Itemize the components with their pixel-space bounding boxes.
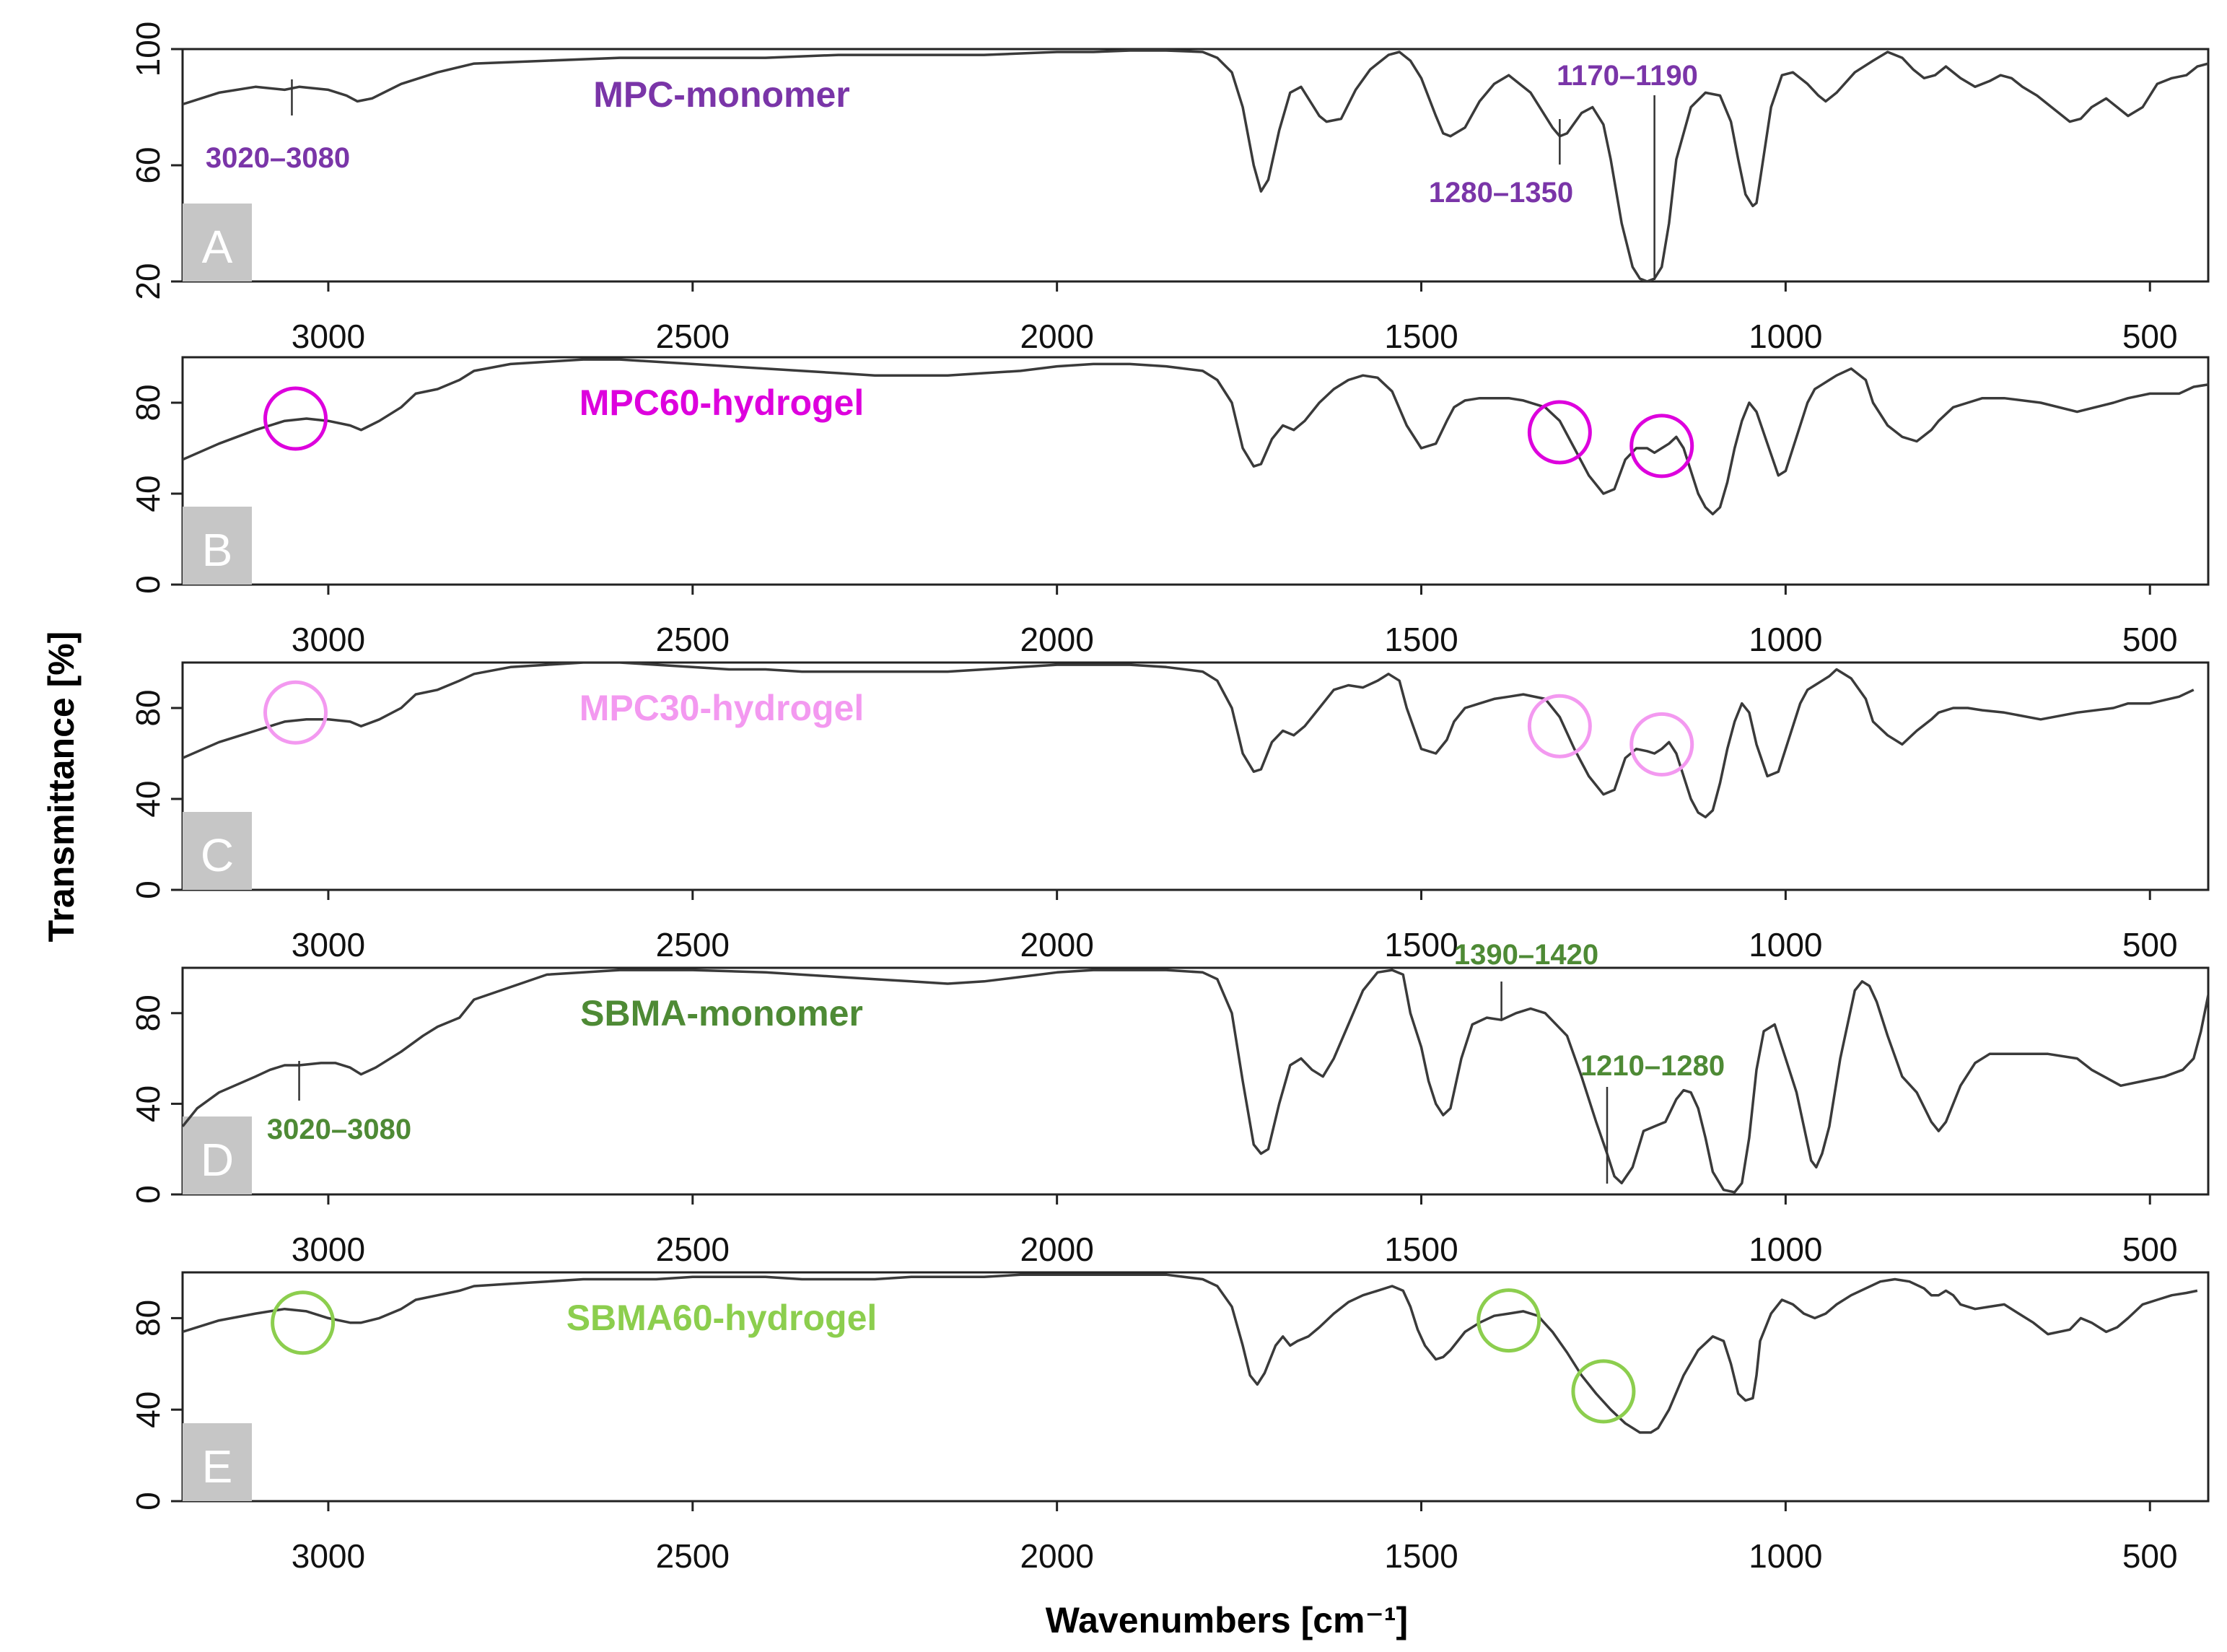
x-tick-label: 3000 xyxy=(292,621,365,658)
spectrum-line xyxy=(183,358,2208,516)
y-tick-label: 0 xyxy=(129,880,167,899)
x-tick-label: 3000 xyxy=(292,1537,365,1575)
peak-range-label: 1210–1280 xyxy=(1580,1050,1725,1082)
spectrum-line xyxy=(183,1273,2198,1434)
x-tick-label: 1000 xyxy=(1749,926,1822,963)
panel-b: B 0 40 80 3000 2500 2000 1500 1000 500 MPC60-hydro… xyxy=(129,356,2210,658)
x-tick-label: 500 xyxy=(2122,1231,2178,1268)
y-tick-label: 0 xyxy=(129,575,167,594)
peak-circle xyxy=(1527,694,1592,759)
plot-frame xyxy=(181,966,2210,1196)
peak-circle xyxy=(263,386,328,451)
y-tick-label: 40 xyxy=(129,475,167,512)
peak-circle xyxy=(1476,1288,1541,1353)
x-tick-label: 1500 xyxy=(1384,318,1458,355)
peak-range-label: 1170–1190 xyxy=(1557,60,1698,92)
x-tick-label: 2500 xyxy=(656,1231,730,1268)
panel-a: A 20 60 100 3000 2500 2000 1500 1000 500 MPC-monom… xyxy=(129,22,2210,355)
panel-letter: D xyxy=(201,1134,234,1186)
x-tick-label: 2000 xyxy=(1020,621,1093,658)
y-tick-label: 80 xyxy=(129,384,167,421)
panel-letter-box xyxy=(183,1116,252,1194)
peak-range-label: 1390–1420 xyxy=(1454,939,1598,971)
x-tick-label: 1500 xyxy=(1384,1537,1458,1575)
panel-letter: C xyxy=(201,829,234,881)
panel-letter: A xyxy=(202,221,233,273)
sample-label: SBMA60-hydrogel xyxy=(566,1298,878,1338)
peak-range-label: 1280–1350 xyxy=(1429,177,1573,209)
x-tick-label: 2000 xyxy=(1020,318,1093,355)
plot-frame xyxy=(181,661,2210,891)
panel-letter: B xyxy=(202,524,233,576)
sample-label: MPC60-hydrogel xyxy=(579,383,865,423)
x-tick-label: 1500 xyxy=(1384,926,1458,963)
x-tick-label: 2500 xyxy=(656,1537,730,1575)
peak-range-label: 3020–3080 xyxy=(267,1114,411,1145)
peak-circle xyxy=(1527,400,1592,465)
x-tick-label: 2500 xyxy=(656,318,730,355)
x-tick-label: 3000 xyxy=(292,926,365,963)
sample-label: MPC-monomer xyxy=(593,74,850,115)
panel-c: C 0 40 80 3000 2500 2000 1500 1000 500 MPC30-hydro… xyxy=(129,661,2210,963)
y-tick-label: 80 xyxy=(129,689,167,726)
y-tick-label: 40 xyxy=(129,780,167,817)
x-tick-label: 2500 xyxy=(656,621,730,658)
y-tick-label: 20 xyxy=(129,263,167,300)
y-tick-label: 0 xyxy=(129,1185,167,1204)
plot-frame xyxy=(181,48,2210,283)
plot-frame xyxy=(181,356,2210,586)
x-tick-label: 500 xyxy=(2122,318,2178,355)
x-tick-label: 1000 xyxy=(1749,1231,1822,1268)
y-tick-label: 100 xyxy=(129,22,167,77)
panel-letter-box xyxy=(183,812,252,890)
x-tick-label: 2500 xyxy=(656,926,730,963)
panel-letter: E xyxy=(202,1441,233,1493)
peak-circle xyxy=(271,1290,336,1355)
y-tick-label: 40 xyxy=(129,1085,167,1122)
peak-range-label: 3020–3080 xyxy=(206,142,350,174)
x-tick-label: 2000 xyxy=(1020,1537,1093,1575)
x-tick-label: 1500 xyxy=(1384,621,1458,658)
plot-frame xyxy=(181,1271,2210,1503)
panel-d: D 0 40 80 3000 2500 2000 1500 1000 500 SBMA-monome… xyxy=(129,939,2210,1268)
x-tick-label: 1000 xyxy=(1749,318,1822,355)
x-tick-label: 500 xyxy=(2122,926,2178,963)
x-tick-label: 3000 xyxy=(292,318,365,355)
y-tick-label: 80 xyxy=(129,1300,167,1337)
panel-letter-box xyxy=(183,507,252,585)
peak-circle xyxy=(1629,712,1694,777)
y-axis-title: Transmittance [%] xyxy=(41,631,82,943)
peak-circle xyxy=(1629,414,1694,478)
y-tick-label: 40 xyxy=(129,1391,167,1428)
spectrum-line xyxy=(183,663,2195,818)
sample-label: MPC30-hydrogel xyxy=(579,688,865,728)
panel-e: E 0 40 80 3000 2500 2000 1500 1000 500 SBMA60-hydr… xyxy=(129,1271,2210,1575)
x-tick-label: 500 xyxy=(2122,621,2178,658)
panels-group: A 20 60 100 3000 2500 2000 1500 1000 500 MPC-monom… xyxy=(129,22,2210,1575)
x-tick-label: 3000 xyxy=(292,1231,365,1268)
y-tick-label: 0 xyxy=(129,1492,167,1511)
x-tick-label: 2000 xyxy=(1020,926,1093,963)
x-tick-label: 1500 xyxy=(1384,1231,1458,1268)
panel-letter-box xyxy=(183,1423,252,1501)
spectrum-line xyxy=(183,49,2208,281)
sample-label: SBMA-monomer xyxy=(580,993,863,1033)
y-tick-label: 60 xyxy=(129,147,167,183)
x-axis-title: Wavenumbers [cm⁻¹] xyxy=(1046,1600,1408,1640)
panel-letter-box xyxy=(183,204,252,281)
x-tick-label: 1000 xyxy=(1749,1537,1822,1575)
peak-circle xyxy=(263,680,328,745)
x-tick-label: 1000 xyxy=(1749,621,1822,658)
y-tick-label: 80 xyxy=(129,995,167,1031)
spectrum-line xyxy=(183,969,2208,1194)
peak-circle xyxy=(1571,1359,1636,1424)
x-tick-label: 2000 xyxy=(1020,1231,1093,1268)
x-tick-label: 500 xyxy=(2122,1537,2178,1575)
